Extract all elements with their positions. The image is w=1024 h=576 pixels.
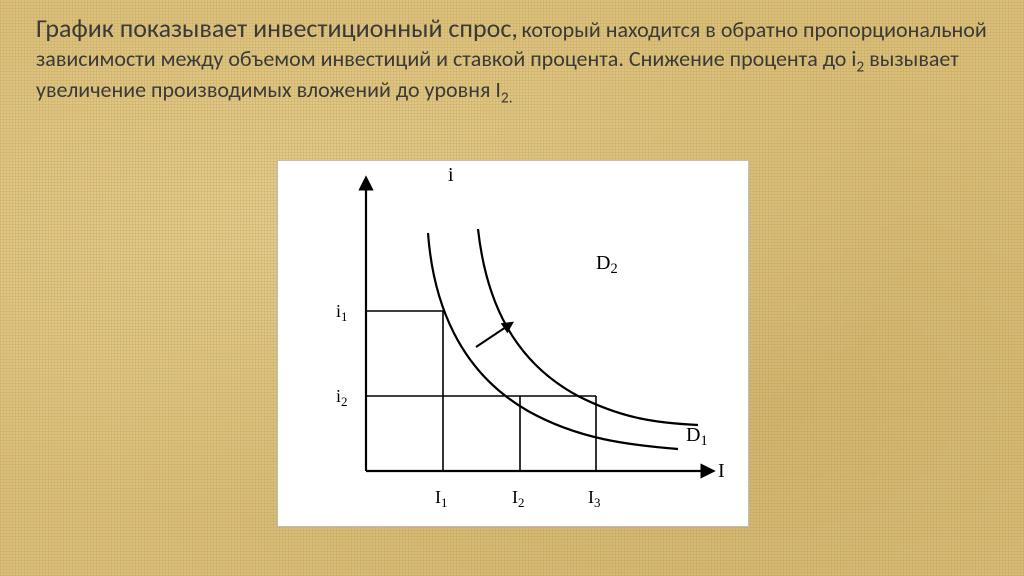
x-axis-label: I <box>718 460 725 482</box>
curve-label-D2: D2 <box>596 252 618 277</box>
chart-svg: i Ii1 i2 I1 I2 I3 D1 D2 <box>278 161 748 526</box>
demand-curves <box>428 229 698 449</box>
ytick-i1: i1 <box>336 301 348 324</box>
ytick-i2: i2 <box>336 386 348 409</box>
caption-lead: График показывает инвестиционный спрос, <box>36 12 518 44</box>
y-axis-label: i <box>448 164 454 186</box>
axes <box>366 183 708 471</box>
curve-label-D1: D1 <box>686 424 708 449</box>
grid-lines <box>366 311 596 471</box>
shift-arrow <box>476 323 512 347</box>
xtick-I1: I1 <box>435 487 447 510</box>
xtick-I2: I2 <box>512 487 524 510</box>
curve-D1 <box>428 233 678 449</box>
investment-demand-chart: i Ii1 i2 I1 I2 I3 D1 D2 <box>277 160 749 527</box>
slide-caption: График показывает инвестиционный спрос, … <box>36 12 1004 108</box>
labels: i Ii1 i2 I1 I2 I3 D1 D2 <box>336 164 725 510</box>
shift-arrow-line <box>476 323 512 347</box>
xtick-I3: I3 <box>588 487 600 510</box>
